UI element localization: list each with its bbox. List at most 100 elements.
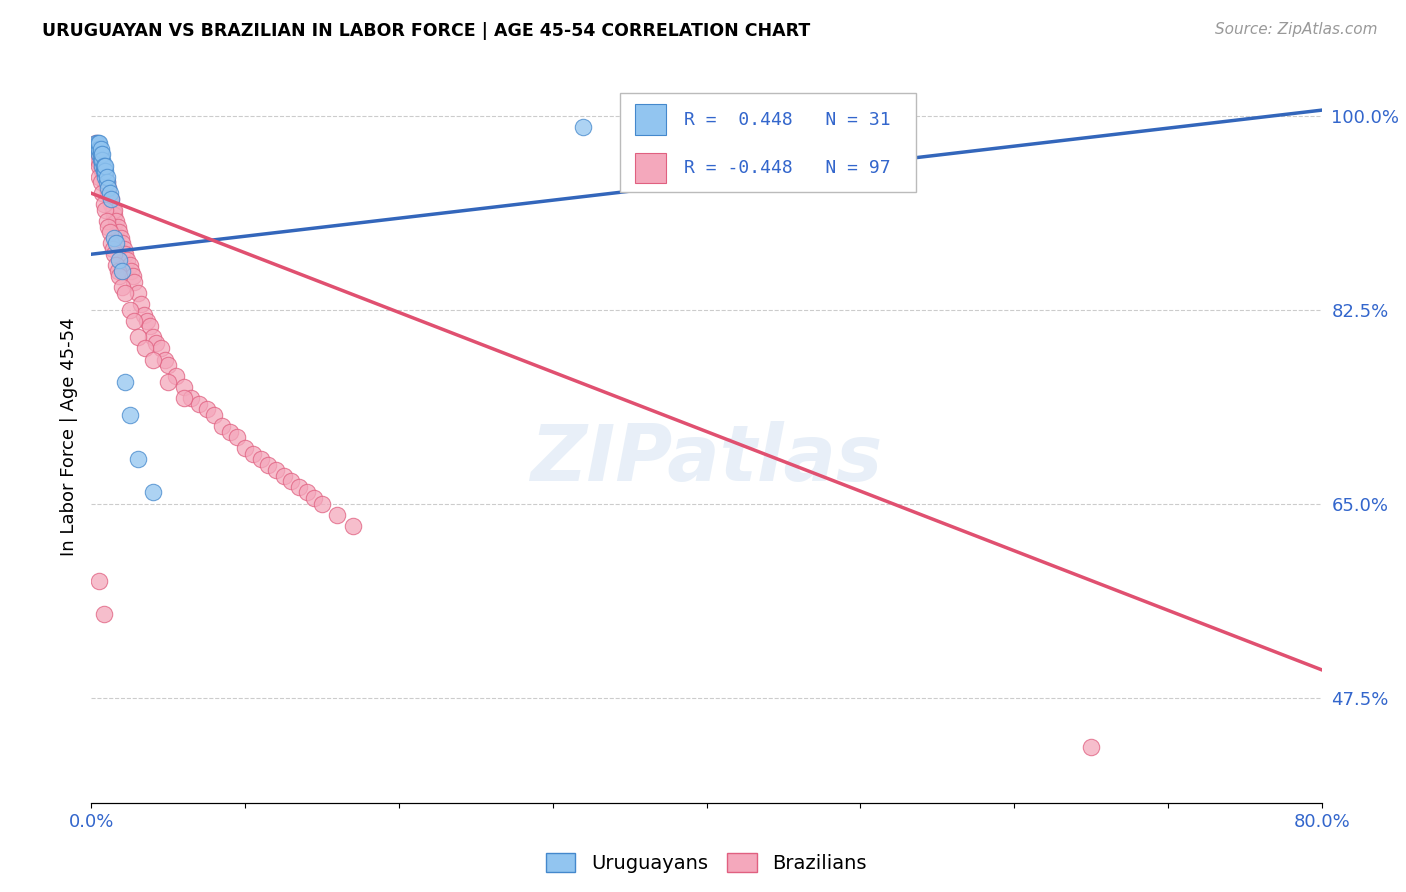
- Point: [249, 452, 271, 467]
- Point: [142, 485, 165, 500]
- Point: [572, 120, 595, 134]
- Point: [101, 202, 124, 217]
- Point: [122, 269, 145, 284]
- Point: [112, 242, 135, 256]
- Point: [93, 164, 115, 178]
- Point: [173, 380, 195, 394]
- Point: [124, 275, 146, 289]
- Point: [90, 153, 112, 167]
- Point: [100, 192, 122, 206]
- Point: [149, 342, 172, 356]
- Text: R = -0.448   N = 97: R = -0.448 N = 97: [685, 159, 891, 177]
- Y-axis label: In Labor Force | Age 45-54: In Labor Force | Age 45-54: [59, 318, 77, 557]
- Point: [93, 607, 115, 622]
- Point: [87, 142, 110, 156]
- Point: [142, 352, 165, 367]
- Point: [264, 463, 287, 477]
- Point: [94, 159, 117, 173]
- Point: [86, 153, 108, 167]
- Point: [87, 153, 110, 167]
- Point: [94, 169, 117, 184]
- Point: [118, 302, 141, 317]
- Point: [96, 180, 118, 194]
- Point: [105, 236, 127, 251]
- Point: [115, 252, 138, 267]
- Point: [127, 452, 149, 467]
- Point: [84, 136, 107, 151]
- Point: [107, 264, 129, 278]
- Point: [132, 308, 155, 322]
- Point: [273, 468, 295, 483]
- Point: [96, 214, 118, 228]
- Point: [114, 285, 136, 300]
- Point: [90, 147, 112, 161]
- Point: [96, 175, 118, 189]
- Point: [211, 419, 233, 434]
- Point: [153, 352, 177, 367]
- Point: [257, 458, 280, 472]
- Point: [86, 142, 108, 156]
- Point: [111, 264, 134, 278]
- Point: [90, 159, 112, 173]
- Point: [97, 186, 120, 201]
- Point: [157, 358, 180, 372]
- Point: [173, 392, 195, 406]
- Point: [108, 269, 131, 284]
- Point: [218, 425, 240, 439]
- Point: [108, 252, 131, 267]
- Point: [87, 136, 110, 151]
- Point: [157, 375, 180, 389]
- Point: [87, 159, 110, 173]
- Point: [108, 225, 131, 239]
- Point: [103, 202, 125, 217]
- Point: [118, 258, 141, 272]
- Text: URUGUAYAN VS BRAZILIAN IN LABOR FORCE | AGE 45-54 CORRELATION CHART: URUGUAYAN VS BRAZILIAN IN LABOR FORCE | …: [42, 22, 810, 40]
- Point: [98, 186, 121, 201]
- Point: [94, 164, 117, 178]
- Point: [100, 197, 122, 211]
- Point: [233, 441, 256, 455]
- Point: [107, 219, 129, 234]
- Point: [98, 225, 121, 239]
- Point: [93, 159, 115, 173]
- Point: [100, 192, 122, 206]
- Point: [91, 164, 114, 178]
- Point: [342, 518, 364, 533]
- Point: [226, 430, 249, 444]
- Point: [101, 242, 124, 256]
- Point: [311, 497, 333, 511]
- Point: [100, 236, 122, 251]
- Point: [91, 153, 114, 167]
- Point: [242, 447, 264, 461]
- Point: [93, 164, 115, 178]
- Point: [97, 180, 120, 194]
- Legend: Uruguayans, Brazilians: Uruguayans, Brazilians: [538, 845, 875, 881]
- Point: [84, 136, 107, 151]
- Point: [103, 209, 125, 223]
- Point: [295, 485, 318, 500]
- Point: [94, 169, 117, 184]
- Point: [97, 180, 120, 194]
- Point: [96, 175, 118, 189]
- Point: [84, 142, 107, 156]
- Point: [94, 202, 117, 217]
- Point: [280, 475, 302, 489]
- Point: [124, 314, 146, 328]
- Point: [118, 408, 141, 422]
- FancyBboxPatch shape: [636, 104, 666, 135]
- Point: [87, 574, 110, 589]
- Point: [86, 136, 108, 151]
- Text: ZIPatlas: ZIPatlas: [530, 421, 883, 497]
- Point: [114, 247, 136, 261]
- Point: [87, 142, 110, 156]
- Point: [93, 169, 115, 184]
- Point: [98, 192, 121, 206]
- Point: [127, 330, 149, 344]
- Point: [91, 147, 114, 161]
- Point: [139, 319, 162, 334]
- Point: [87, 147, 110, 161]
- Point: [94, 175, 117, 189]
- Point: [91, 186, 114, 201]
- FancyBboxPatch shape: [620, 94, 915, 192]
- Point: [195, 402, 218, 417]
